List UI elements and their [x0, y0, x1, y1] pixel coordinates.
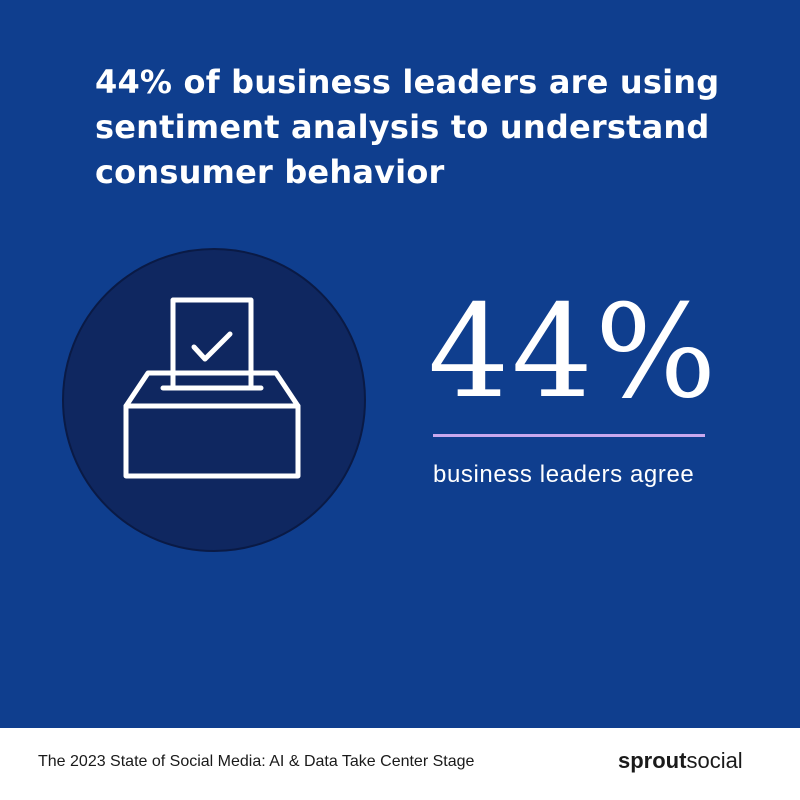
headline: 44% of business leaders are using sentim…: [95, 63, 720, 191]
brand-logo: sproutsocial: [618, 746, 743, 776]
stat-panel: 44% of business leaders are using sentim…: [0, 0, 800, 728]
stat-value: 44%: [428, 278, 719, 427]
logo-regular-text: social: [686, 748, 743, 773]
footer: The 2023 State of Social Media: AI & Dat…: [0, 728, 800, 800]
accent-divider: [433, 434, 705, 437]
logo-bold-text: sprout: [618, 748, 687, 773]
ballot-box-icon: [123, 297, 301, 479]
stat-label: business leaders agree: [433, 461, 695, 488]
report-title: The 2023 State of Social Media: AI & Dat…: [38, 753, 475, 770]
